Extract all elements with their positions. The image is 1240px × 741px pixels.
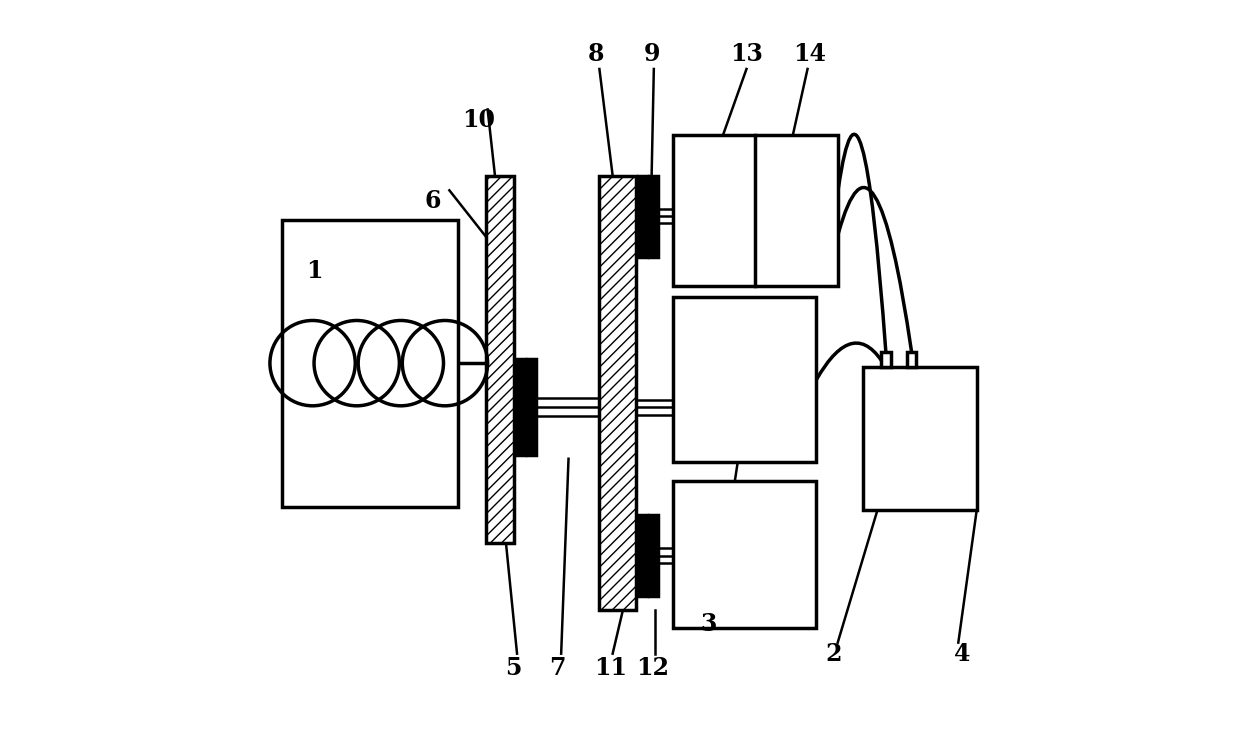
Bar <box>516 359 525 455</box>
Bar <box>649 516 658 597</box>
Bar <box>673 481 816 628</box>
Text: 7: 7 <box>549 657 565 680</box>
Bar <box>637 516 647 597</box>
Bar <box>599 176 636 610</box>
Text: 11: 11 <box>594 657 627 680</box>
Bar <box>486 176 515 543</box>
Text: 6: 6 <box>424 190 440 213</box>
Bar <box>882 352 890 367</box>
Text: 2: 2 <box>825 642 842 665</box>
Text: 5: 5 <box>505 657 522 680</box>
Text: 13: 13 <box>730 42 763 66</box>
Text: 9: 9 <box>644 42 660 66</box>
Text: 12: 12 <box>636 657 670 680</box>
Bar <box>863 367 977 511</box>
Bar <box>637 176 647 256</box>
Bar <box>281 220 459 507</box>
Bar <box>649 176 658 256</box>
Bar <box>906 352 916 367</box>
Bar <box>673 135 838 286</box>
Text: 1: 1 <box>306 259 324 283</box>
Text: 10: 10 <box>463 108 495 133</box>
Text: 8: 8 <box>588 42 605 66</box>
Text: 14: 14 <box>794 42 826 66</box>
Bar <box>527 359 536 455</box>
Text: 3: 3 <box>701 612 717 637</box>
Text: 4: 4 <box>954 642 970 665</box>
Bar <box>673 297 816 462</box>
